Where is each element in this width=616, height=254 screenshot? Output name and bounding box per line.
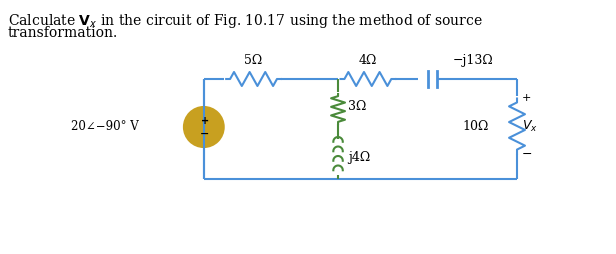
Text: 5Ω: 5Ω <box>245 54 262 67</box>
Text: 3Ω: 3Ω <box>348 101 367 114</box>
Circle shape <box>184 107 224 147</box>
Text: j4Ω: j4Ω <box>348 151 370 165</box>
Text: +: + <box>201 116 209 126</box>
Text: −: − <box>200 129 209 139</box>
Text: $V_x$: $V_x$ <box>522 118 538 134</box>
Text: 10Ω: 10Ω <box>463 119 489 133</box>
Text: transformation.: transformation. <box>8 26 118 40</box>
Text: Calculate $\mathbf{V}_{x}$ in the circuit of Fig. 10.17 using the method of sour: Calculate $\mathbf{V}_{x}$ in the circui… <box>8 12 483 30</box>
Text: 4Ω: 4Ω <box>359 54 377 67</box>
Text: −: − <box>522 148 532 161</box>
Text: 20∠−90° V: 20∠−90° V <box>71 120 139 134</box>
Text: +: + <box>522 93 532 103</box>
Text: −j13Ω: −j13Ω <box>452 54 493 67</box>
